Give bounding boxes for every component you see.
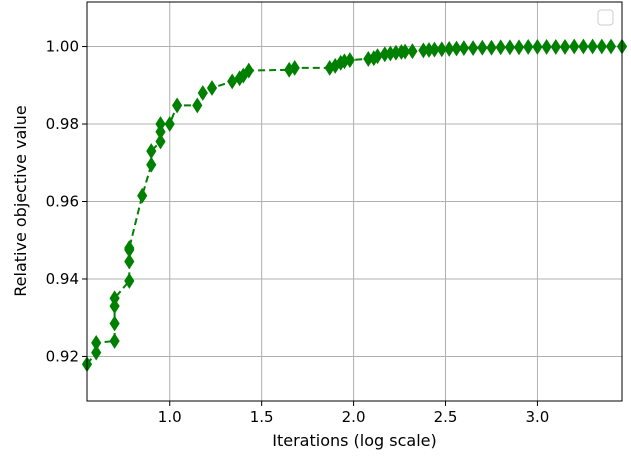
data-point-marker bbox=[541, 38, 552, 55]
data-point-marker bbox=[206, 80, 218, 96]
data-point-marker bbox=[458, 40, 469, 57]
data-point-marker bbox=[109, 290, 120, 307]
y-tick-label: 0.94 bbox=[46, 270, 79, 288]
ticks: 1.0 1.5 2.0 2.5 3.0 0.92 0.94 0.96 0.98 1.00 bbox=[46, 38, 550, 426]
x-tick-label: 2.0 bbox=[342, 408, 366, 426]
legend-box bbox=[597, 9, 614, 26]
y-axis-label: Relative objective value bbox=[11, 105, 30, 296]
data-point-marker bbox=[569, 38, 580, 55]
data-point-marker bbox=[486, 39, 497, 56]
data-point-marker bbox=[91, 344, 102, 361]
data-point-marker bbox=[243, 62, 254, 79]
data-point-marker bbox=[532, 38, 543, 55]
data-point-marker bbox=[436, 41, 447, 58]
data-point-marker bbox=[137, 187, 148, 204]
data-point-marker bbox=[289, 59, 300, 76]
data-point-marker bbox=[559, 38, 571, 55]
data-point-marker bbox=[605, 38, 617, 55]
data-point-marker bbox=[124, 240, 135, 256]
data-point-marker bbox=[451, 40, 462, 57]
data-point-marker bbox=[477, 39, 488, 56]
data-point-marker bbox=[146, 143, 157, 160]
y-tick-label: 0.98 bbox=[46, 115, 79, 133]
data-point-marker bbox=[172, 97, 183, 114]
data-point-marker bbox=[523, 38, 534, 55]
x-tick-label: 2.5 bbox=[434, 408, 458, 426]
data-point-marker bbox=[468, 40, 479, 57]
data-point-marker bbox=[407, 43, 418, 60]
y-tick-label: 1.00 bbox=[46, 38, 79, 56]
x-tick-label: 1.5 bbox=[250, 408, 274, 426]
x-axis-label: Iterations (log scale) bbox=[272, 431, 436, 450]
data-point-marker bbox=[550, 38, 561, 55]
data-point-marker bbox=[124, 253, 135, 270]
data-point-marker bbox=[344, 52, 355, 69]
data-point-marker bbox=[109, 333, 120, 349]
data-point-marker bbox=[587, 38, 598, 55]
data-point-marker bbox=[504, 39, 515, 56]
y-tick-label: 0.92 bbox=[46, 347, 79, 365]
x-tick-label: 3.0 bbox=[525, 408, 549, 426]
series-layer bbox=[81, 38, 628, 373]
data-point-marker bbox=[91, 334, 102, 351]
data-point-marker bbox=[192, 97, 203, 114]
data-point-marker bbox=[164, 116, 175, 132]
y-tick-label: 0.96 bbox=[46, 193, 79, 211]
x-tick-label: 1.0 bbox=[158, 408, 182, 426]
data-point-marker bbox=[596, 38, 607, 55]
data-point-marker bbox=[444, 40, 455, 57]
data-point-marker bbox=[513, 39, 525, 56]
data-point-marker bbox=[429, 41, 440, 58]
data-point-marker bbox=[155, 133, 166, 150]
data-point-marker bbox=[495, 39, 506, 56]
data-point-marker bbox=[124, 272, 135, 289]
data-point-marker bbox=[109, 315, 120, 332]
data-point-marker bbox=[197, 85, 208, 101]
data-point-marker bbox=[400, 43, 411, 60]
data-point-marker bbox=[578, 38, 589, 55]
data-point-marker bbox=[155, 116, 166, 132]
data-point-marker bbox=[146, 156, 157, 173]
